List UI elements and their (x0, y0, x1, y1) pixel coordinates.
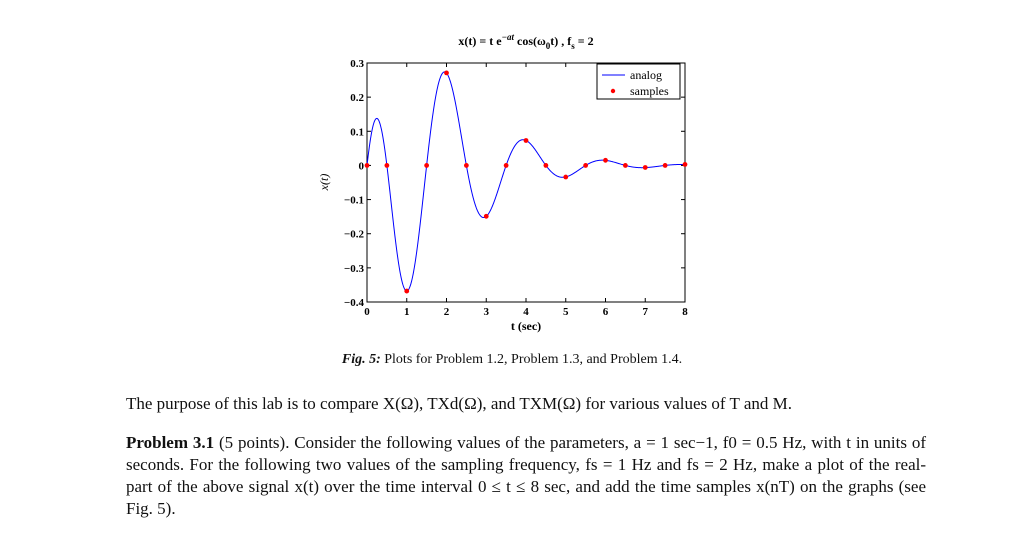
sample-point (463, 163, 469, 168)
sample-point (563, 174, 569, 180)
paragraph-intro: The purpose of this lab is to compare X(… (126, 394, 792, 413)
sample-point (384, 163, 390, 168)
sample-point (503, 163, 509, 168)
x-tick-label: 2 (444, 306, 450, 318)
figure-caption: Fig. 5: Plots for Problem 1.2, Problem 1… (341, 352, 683, 367)
sample-point (424, 163, 430, 168)
chart-title: x(t) = t e−at cos(ω0t) , fs = 2 (458, 32, 593, 51)
problem-heading: Problem 3.1 (126, 433, 215, 452)
y-tick-label: 0.3 (350, 58, 364, 70)
x-axis-label: t (sec) (511, 319, 541, 333)
y-axis-label: x(t) (317, 174, 331, 192)
y-tick-label: 0.1 (350, 126, 364, 138)
x-tick-label: 0 (364, 306, 370, 318)
analog-line (366, 71, 686, 292)
legend-samples: samples (630, 84, 669, 98)
y-tick-label: −0.3 (344, 263, 365, 275)
legend-analog: analog (630, 68, 662, 82)
x-tick-label: 8 (682, 306, 688, 318)
sample-point (523, 138, 529, 143)
x-tick-label: 1 (404, 306, 410, 318)
sample-point (404, 288, 410, 294)
chart: x(t) = t e−at cos(ω0t) , fs = 2 0 1 2 3 4 5 6 7… (317, 32, 688, 333)
y-tick-label: 0.2 (350, 92, 364, 104)
sample-point (364, 163, 370, 168)
y-tick-label: −0.2 (344, 229, 365, 241)
sample-point (603, 157, 608, 163)
paragraph-problem: Problem 3.1 (5 points). Consider the fol… (126, 433, 926, 518)
sample-point (583, 163, 589, 168)
sample-point (483, 213, 489, 219)
y-tick-label: 0 (359, 160, 365, 172)
sample-point (543, 163, 549, 168)
x-tick-label: 5 (563, 306, 569, 318)
y-tick-label: −0.4 (344, 297, 365, 309)
sample-point (444, 70, 449, 76)
sample-point (682, 162, 688, 167)
legend: analog samples (596, 63, 681, 100)
x-tick-label: 6 (603, 306, 609, 318)
sample-point (662, 163, 668, 168)
x-tick-label: 4 (523, 306, 529, 318)
y-tick-label: −0.1 (344, 195, 364, 207)
sample-point (642, 165, 648, 170)
sample-point (622, 163, 628, 168)
x-tick-label: 7 (643, 306, 649, 318)
x-tick-label: 3 (484, 306, 490, 318)
